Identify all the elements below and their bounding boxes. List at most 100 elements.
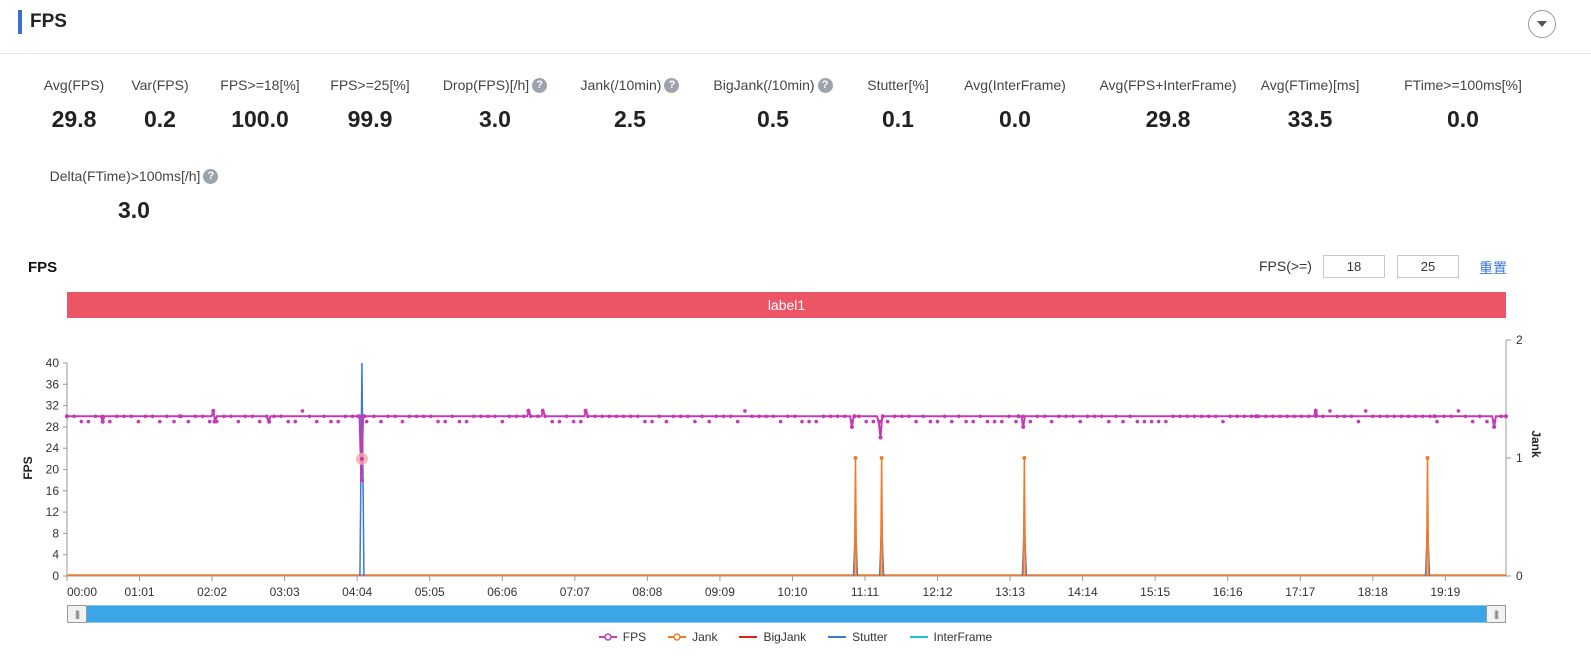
fps-threshold-high-input[interactable] (1397, 255, 1459, 278)
metric-value: 33.5 (1287, 106, 1333, 132)
fps-data-point (379, 419, 383, 424)
jank-point (1022, 456, 1027, 460)
help-icon[interactable]: ? (203, 168, 219, 184)
fps-data-point (336, 419, 341, 424)
fps-data-point (1299, 414, 1304, 419)
fps-data-point (907, 414, 911, 419)
fps-data-point (243, 414, 248, 419)
legend-item[interactable]: FPS (598, 630, 646, 644)
fps-data-point (207, 419, 212, 424)
fps-data-point (928, 419, 933, 424)
fps-data-point (200, 414, 205, 419)
fps-data-point (521, 414, 526, 419)
fps-data-point (600, 414, 604, 419)
fps-data-point (464, 419, 469, 424)
fps-data-point (486, 414, 490, 419)
fps-data-point (236, 419, 241, 424)
x-tick-label: 07:07 (560, 585, 590, 599)
y-axis-title: FPS (21, 456, 35, 479)
fps-data-point (286, 419, 291, 424)
collapse-toggle-button[interactable] (1528, 10, 1556, 38)
fps-threshold-low-input[interactable] (1323, 255, 1385, 278)
metric-value: 0.0 (999, 106, 1031, 132)
fps-data-point (757, 414, 761, 419)
metric-label-row: Stutter[%] (808, 75, 988, 95)
metric-label: FTime>=100ms[%] (1404, 77, 1522, 93)
legend-item[interactable]: Stutter (828, 630, 888, 644)
metric-value: 3.0 (118, 197, 150, 223)
fps-data-point (1164, 419, 1168, 424)
fps-data-point (293, 419, 298, 424)
fps-data-point (115, 414, 119, 419)
fps-data-point (636, 414, 640, 419)
legend-item[interactable]: InterFrame (909, 630, 992, 644)
fps-data-point (778, 419, 783, 424)
fps-data-point (479, 414, 483, 419)
fps-data-point (843, 414, 847, 419)
metric-label: FPS>=18[%] (220, 77, 300, 93)
fps-data-point (72, 414, 76, 419)
fps-data-point (1292, 414, 1297, 419)
fps-data-point (178, 414, 182, 419)
legend-item[interactable]: Jank (668, 630, 717, 644)
metric-card: Stutter[%] 0.1 (808, 75, 988, 133)
fps-threshold-label: FPS(>=) (1259, 258, 1312, 274)
fps-data-point (964, 419, 968, 424)
help-icon[interactable]: ? (532, 77, 548, 93)
fps-data-point (1014, 419, 1018, 424)
fps-data-point (1000, 419, 1004, 424)
fps-data-point (871, 419, 876, 424)
label-band[interactable]: label1 (67, 292, 1506, 318)
fps-data-point (849, 424, 854, 429)
legend-label: Stutter (852, 630, 888, 644)
fps-data-point (79, 419, 84, 424)
fps-data-point (579, 419, 583, 424)
fps-data-point (1128, 414, 1132, 419)
fps-data-point (1421, 414, 1425, 419)
fps-data-point (942, 414, 947, 419)
fps-data-point (1356, 419, 1361, 424)
fps-data-point (992, 419, 997, 424)
fps-data-point (407, 414, 412, 419)
metric-label: Avg(FPS) (43, 77, 105, 93)
fps-data-point (443, 419, 448, 424)
slider-end-handle[interactable]: ||| (1486, 605, 1506, 623)
fps-data-point (593, 414, 597, 419)
fps-data-point (1135, 419, 1140, 424)
fps-data-point (814, 419, 818, 424)
fps-data-point (950, 419, 954, 424)
x-tick-label: 15:15 (1140, 585, 1170, 599)
metric-card: FPS>=18[%] 100.0 (170, 75, 350, 133)
fps-data-point (607, 414, 612, 419)
fps-data-point (557, 419, 562, 424)
help-icon[interactable]: ? (664, 77, 680, 93)
fps-data-point (1342, 414, 1347, 419)
fps-data-point (414, 414, 419, 419)
time-range-slider[interactable]: ||| ||| (67, 605, 1506, 623)
x-tick-label: 02:02 (197, 585, 227, 599)
slider-start-handle[interactable]: ||| (67, 605, 87, 623)
fps-data-point (1492, 419, 1496, 424)
fps-data-point (150, 414, 155, 419)
fps-data-point (343, 414, 348, 419)
help-icon[interactable]: ? (817, 77, 833, 93)
fps-data-point (1413, 414, 1418, 419)
y-tick-label: 12 (46, 505, 60, 519)
reset-link[interactable]: 重置 (1479, 260, 1507, 276)
fps-data-point (628, 414, 633, 419)
fps-data-point (1504, 414, 1508, 419)
fps-data-point (728, 414, 733, 419)
fps-data-point (356, 414, 361, 419)
x-tick-label: 13:13 (995, 585, 1025, 599)
fps-data-point (507, 414, 512, 419)
legend-item[interactable]: BigJank (739, 630, 806, 644)
metric-card: Var(FPS) 0.2 (70, 75, 250, 133)
fps-data-point (1178, 414, 1182, 419)
fps-data-point (1363, 409, 1368, 413)
metric-label-row: FPS>=18[%] (170, 75, 350, 95)
y-tick-label: 40 (46, 356, 60, 370)
fps-data-point (493, 414, 497, 419)
x-tick-label: 10:10 (777, 585, 807, 599)
fps-data-point (1442, 414, 1446, 419)
x-tick-label: 18:18 (1358, 585, 1388, 599)
